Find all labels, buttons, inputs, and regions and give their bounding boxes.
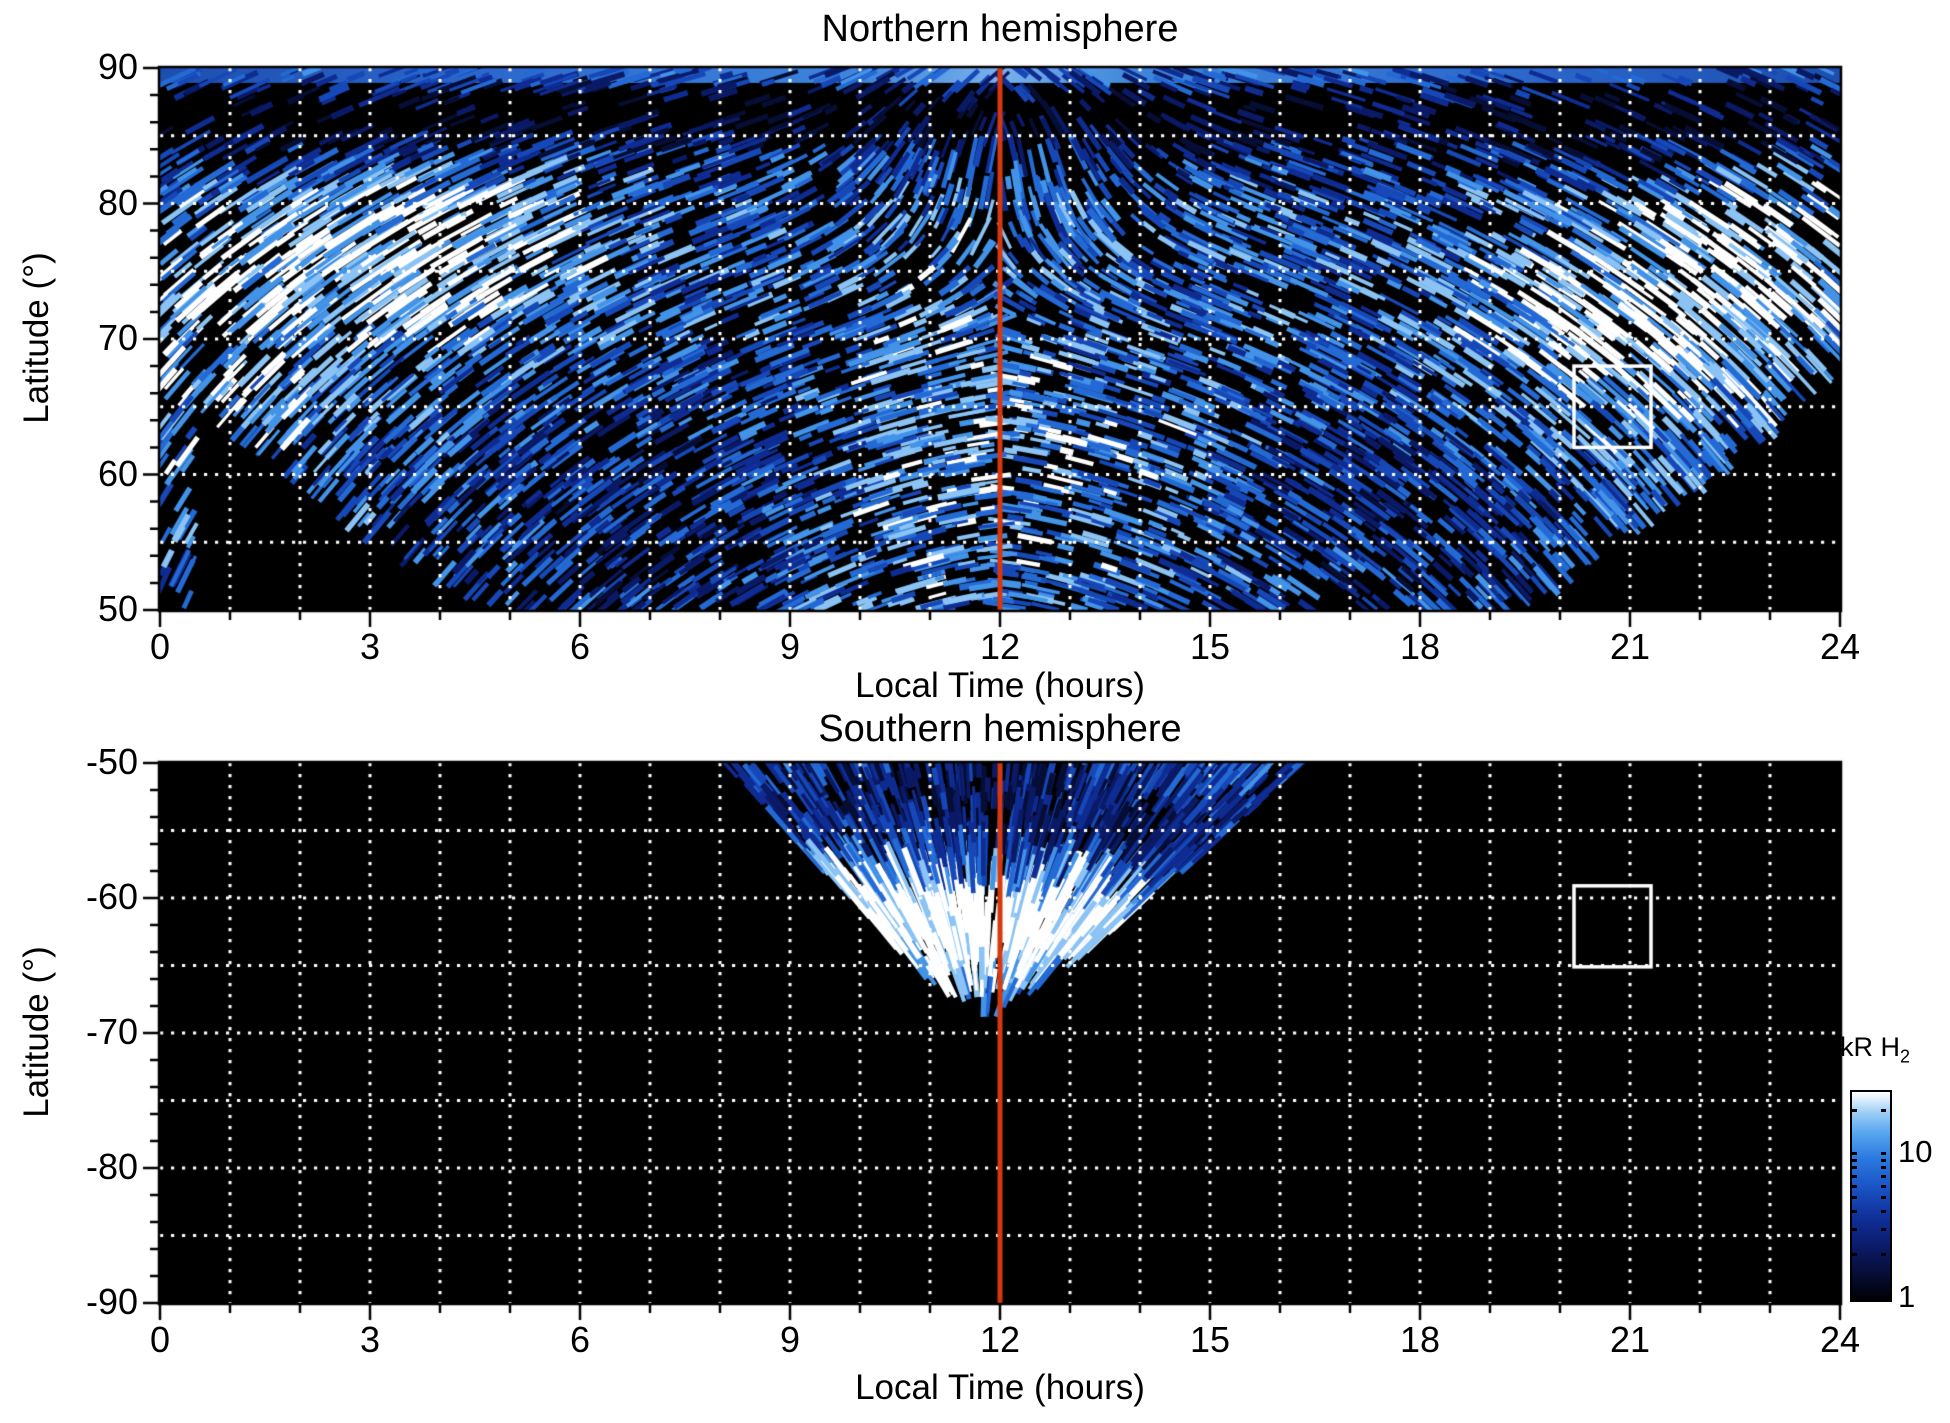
colorbar-tick-mark xyxy=(1852,1108,1857,1112)
south-y-tick-label: -50 xyxy=(85,741,138,782)
south-x-tick-label: 12 xyxy=(979,1319,1021,1360)
south-x-tick-label: 9 xyxy=(779,1319,801,1360)
north-xaxis-label: Local Time (hours) xyxy=(855,666,1145,705)
colorbar-tick-mark xyxy=(1852,1159,1857,1163)
south-y-tick-label: -80 xyxy=(85,1146,138,1187)
colorbar-tick-mark xyxy=(1852,1152,1857,1156)
north-y-tick-label: 70 xyxy=(97,317,138,358)
colorbar-label-subscript: 2 xyxy=(1900,1046,1911,1067)
south-x-tick-label: 24 xyxy=(1819,1319,1861,1360)
south-xaxis-label: Local Time (hours) xyxy=(855,1368,1145,1407)
colorbar-tick-mark xyxy=(1881,1166,1886,1170)
north-x-tick-label: 6 xyxy=(569,626,591,667)
north-y-tick-label: 50 xyxy=(97,588,138,629)
north-x-tick-label: 21 xyxy=(1609,626,1651,667)
colorbar-tick-mark xyxy=(1881,1228,1886,1232)
colorbar-tick-mark xyxy=(1852,1184,1857,1188)
north-x-tick-label: 15 xyxy=(1189,626,1231,667)
south-x-tick-label: 6 xyxy=(569,1319,591,1360)
south-x-tick-label: 18 xyxy=(1399,1319,1441,1360)
colorbar-tick-mark xyxy=(1852,1228,1857,1232)
north-title: Northern hemisphere xyxy=(821,8,1179,50)
colorbar-tick-label: 1 xyxy=(1898,1279,1916,1314)
colorbar-tick-mark xyxy=(1852,1166,1857,1170)
colorbar-tick-mark xyxy=(1852,1209,1857,1213)
colorbar-tick-mark xyxy=(1881,1209,1886,1213)
south-x-tick-label: 0 xyxy=(149,1319,171,1360)
south-x-tick-label: 21 xyxy=(1609,1319,1651,1360)
colorbar-label-main: kR H xyxy=(1840,1032,1900,1062)
colorbar-tick-mark xyxy=(1881,1108,1886,1112)
north-x-tick-label: 12 xyxy=(979,626,1021,667)
south-x-tick-label: 15 xyxy=(1189,1319,1231,1360)
colorbar-tick-mark xyxy=(1852,1174,1857,1178)
colorbar-tick-mark xyxy=(1852,1253,1857,1257)
north-x-tick-label: 0 xyxy=(149,626,171,667)
north-x-tick-label: 3 xyxy=(359,626,381,667)
south-y-tick-label: -90 xyxy=(85,1281,138,1322)
colorbar-tick-mark xyxy=(1881,1195,1886,1199)
colorbar-tick-mark xyxy=(1881,1152,1886,1156)
south-x-tick-label: 3 xyxy=(359,1319,381,1360)
south-y-tick-label: -70 xyxy=(85,1011,138,1052)
colorbar-tick-mark xyxy=(1881,1184,1886,1188)
colorbar-tick-mark xyxy=(1852,1195,1857,1199)
north-y-tick-label: 90 xyxy=(97,46,138,87)
north-y-tick-label: 60 xyxy=(97,452,138,494)
colorbar-tick-mark xyxy=(1881,1253,1886,1257)
colorbar-tick-mark xyxy=(1881,1174,1886,1178)
south-y-tick-label: -60 xyxy=(85,876,138,917)
colorbar-tick-label: 10 xyxy=(1898,1134,1933,1170)
colorbar-label: kR H2 xyxy=(1840,1032,1910,1067)
north-x-tick-label: 24 xyxy=(1819,626,1861,667)
south-title: Southern hemisphere xyxy=(818,708,1182,750)
north-x-tick-label: 18 xyxy=(1399,626,1441,667)
north-y-tick-label: 80 xyxy=(97,181,138,223)
colorbar-tick-mark xyxy=(1881,1159,1886,1163)
north-x-tick-label: 9 xyxy=(779,626,801,667)
